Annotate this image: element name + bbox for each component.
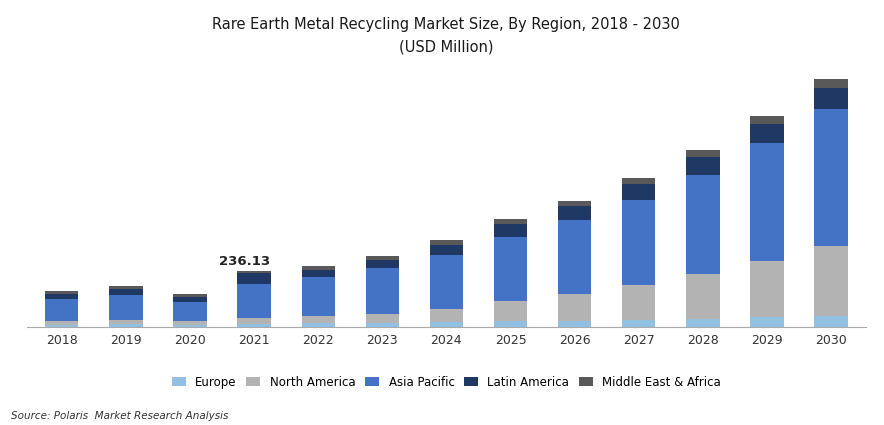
Bar <box>494 224 527 236</box>
Bar <box>814 316 848 327</box>
Bar <box>110 295 142 320</box>
Bar <box>686 274 720 319</box>
Bar <box>751 143 783 261</box>
Bar <box>622 200 655 285</box>
Bar <box>814 246 848 316</box>
Bar <box>110 324 142 327</box>
Bar <box>622 178 655 184</box>
Bar <box>814 88 848 109</box>
Bar <box>430 255 463 309</box>
Bar <box>45 320 79 325</box>
Bar <box>173 297 207 302</box>
Bar <box>301 266 335 269</box>
Bar <box>751 116 783 124</box>
Bar <box>751 124 783 143</box>
Text: 236.13: 236.13 <box>219 255 270 268</box>
Bar <box>686 157 720 175</box>
Bar <box>430 322 463 327</box>
Bar <box>366 260 399 269</box>
Bar <box>494 236 527 301</box>
Bar <box>558 294 591 320</box>
Bar <box>494 321 527 327</box>
Bar <box>110 286 142 289</box>
Bar <box>686 175 720 274</box>
Text: Source: Polaris  Market Research Analysis: Source: Polaris Market Research Analysis <box>11 411 228 421</box>
Bar <box>301 269 335 277</box>
Bar <box>366 314 399 323</box>
Bar <box>814 109 848 246</box>
Bar <box>366 256 399 260</box>
Bar <box>751 317 783 327</box>
Bar <box>430 245 463 255</box>
Bar <box>238 271 271 273</box>
Bar <box>430 241 463 245</box>
Bar <box>173 325 207 327</box>
Bar <box>558 206 591 220</box>
Bar <box>110 289 142 295</box>
Bar <box>814 79 848 88</box>
Bar <box>301 316 335 323</box>
Bar <box>430 309 463 322</box>
Bar <box>173 302 207 321</box>
Bar <box>45 299 79 320</box>
Bar <box>751 261 783 317</box>
Bar <box>622 184 655 200</box>
Bar <box>238 317 271 324</box>
Bar <box>110 320 142 324</box>
Bar <box>494 219 527 224</box>
Bar <box>686 319 720 327</box>
Legend: Europe, North America, Asia Pacific, Latin America, Middle East & Africa: Europe, North America, Asia Pacific, Lat… <box>168 372 725 392</box>
Bar <box>366 323 399 327</box>
Bar <box>558 220 591 294</box>
Bar <box>238 273 271 284</box>
Bar <box>494 301 527 321</box>
Bar <box>622 285 655 320</box>
Bar <box>173 295 207 297</box>
Bar <box>45 291 79 294</box>
Bar <box>366 269 399 314</box>
Bar <box>45 294 79 299</box>
Bar <box>45 325 79 327</box>
Bar <box>558 201 591 206</box>
Bar <box>238 284 271 317</box>
Bar <box>558 320 591 327</box>
Bar <box>622 320 655 327</box>
Bar <box>173 321 207 325</box>
Bar <box>238 324 271 327</box>
Bar <box>686 150 720 157</box>
Title: Rare Earth Metal Recycling Market Size, By Region, 2018 - 2030
(USD Million): Rare Earth Metal Recycling Market Size, … <box>212 17 681 54</box>
Bar <box>301 277 335 316</box>
Bar <box>301 323 335 327</box>
